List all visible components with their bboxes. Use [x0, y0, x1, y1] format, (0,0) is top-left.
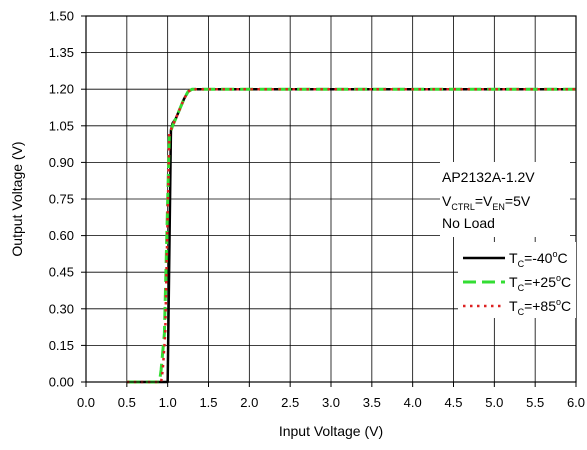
y-axis-label: Output Voltage (V): [9, 141, 25, 256]
y-tick-label: 1.50: [49, 9, 74, 24]
annotation-block: AP2132A-1.2V VCTRL=VEN=5V No Load: [440, 162, 570, 237]
x-tick-label: 1.5: [199, 395, 217, 410]
x-tick-label: 4.0: [404, 395, 422, 410]
annotation-device: AP2132A-1.2V: [442, 169, 535, 185]
y-tick-label: 0.30: [49, 301, 74, 316]
x-tick-label: 3.0: [322, 395, 340, 410]
annotation-background: [440, 162, 570, 237]
y-tick-label: 1.35: [49, 45, 74, 60]
x-tick-label: 4.5: [444, 395, 462, 410]
legend-entry-tc-minus40: TC=-40oC: [463, 249, 568, 269]
y-tick-label: 0.60: [49, 228, 74, 243]
x-tick-label: 0.0: [77, 395, 95, 410]
y-tick-label: 0.15: [49, 338, 74, 353]
x-tick-label: 0.5: [118, 395, 136, 410]
tick-layer: 0.0 0.5 1.0 1.5 2.0 2.5 3.0 3.5 4.0 4.5 5.0 5.5 6.0 0…: [49, 9, 585, 411]
y-tick-label: 0.75: [49, 192, 74, 207]
y-tick-label: 1.20: [49, 82, 74, 97]
x-axis-label: Input Voltage (V): [279, 423, 383, 439]
annotation-condition: VCTRL=VEN=5V: [442, 193, 531, 212]
legend-label-tc-plus25: TC=+25oC: [509, 273, 571, 293]
y-tick-label: 0.90: [49, 155, 74, 170]
x-tick-label: 3.5: [363, 395, 381, 410]
legend: TC=-40oC TC=+25oC TC=+85oC: [458, 242, 576, 318]
y-tick-label: 1.05: [49, 118, 74, 133]
x-tick-label: 1.0: [159, 395, 177, 410]
x-tick-label: 6.0: [567, 395, 585, 410]
legend-entry-tc-plus25: TC=+25oC: [463, 273, 571, 293]
series-line-1: [126, 87, 576, 384]
legend-entry-tc-plus85: TC=+85oC: [463, 297, 571, 317]
x-tick-label: 5.5: [526, 395, 544, 410]
x-tick-label: 2.5: [281, 395, 299, 410]
x-tick-label: 2.0: [240, 395, 258, 410]
x-tick-label: 5.0: [485, 395, 503, 410]
y-tick-label: 0.00: [49, 375, 74, 390]
legend-label-tc-plus85: TC=+85oC: [509, 297, 571, 317]
legend-label-tc-minus40: TC=-40oC: [509, 249, 568, 269]
annotation-load: No Load: [442, 215, 495, 231]
y-tick-label: 0.45: [49, 265, 74, 280]
